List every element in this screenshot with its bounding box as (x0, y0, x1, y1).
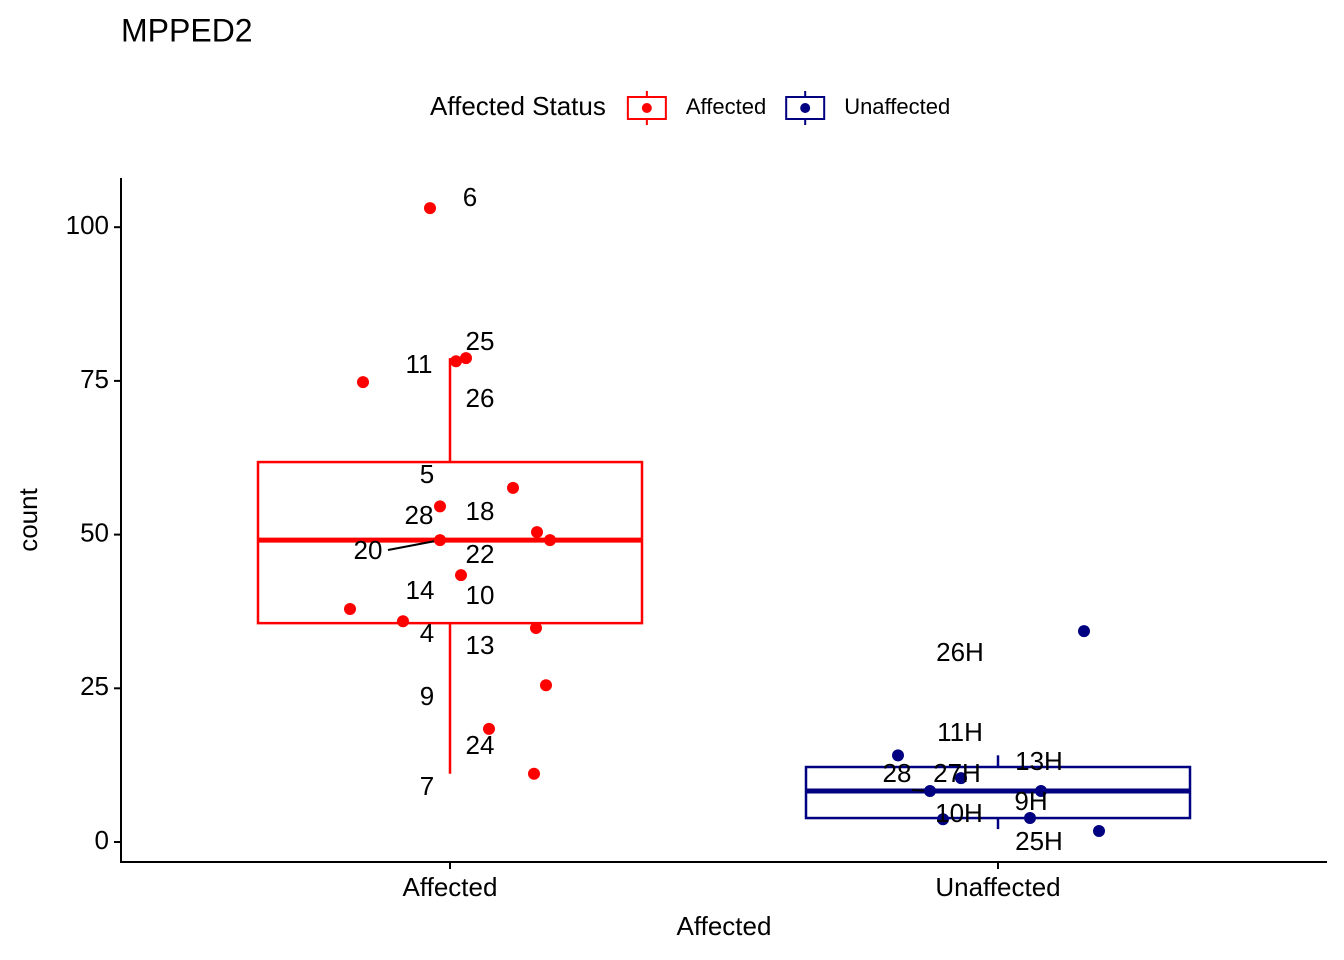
point-label: 10 (466, 580, 495, 610)
point (434, 500, 446, 513)
point-label: 13H (1015, 746, 1063, 776)
point-label: 10H (935, 798, 983, 828)
legend-key-point (800, 103, 811, 113)
point-label: 18 (466, 496, 495, 526)
point-label: 26 (466, 383, 495, 413)
point (424, 202, 436, 215)
point-label: 25 (466, 326, 495, 356)
point (1093, 824, 1105, 837)
point-label: 9 (420, 681, 434, 711)
point (937, 813, 949, 826)
y-tick-label: 25 (80, 671, 109, 701)
point (1078, 625, 1090, 638)
point (450, 355, 462, 368)
legend-key-point (641, 103, 652, 113)
point (434, 534, 446, 547)
point (1024, 812, 1036, 825)
point-label: 13 (466, 630, 495, 660)
point (357, 376, 369, 389)
point (924, 784, 936, 797)
point-label: 5 (420, 459, 434, 489)
legend-label: Affected (686, 94, 766, 119)
point-label: 7 (420, 771, 434, 801)
point (455, 569, 467, 582)
y-tick-label: 100 (66, 210, 109, 240)
y-axis-label: count (13, 487, 43, 551)
point (483, 722, 495, 735)
chart-title: MPPED2 (121, 12, 253, 48)
point (540, 679, 552, 692)
point (1035, 784, 1047, 797)
legend-title: Affected Status (430, 91, 606, 121)
x-tick-label: Affected (403, 872, 498, 902)
point-label: 9H (1014, 786, 1047, 816)
point-label: 28 (883, 758, 912, 788)
point (528, 767, 540, 780)
point (531, 526, 543, 539)
point (892, 749, 904, 762)
point-label: 22 (466, 539, 495, 569)
point-label: 11H (937, 717, 983, 747)
legend-label: Unaffected (844, 94, 950, 119)
point-label: 26H (936, 637, 984, 667)
point-label: 4 (420, 618, 434, 648)
point (544, 534, 556, 547)
point (507, 481, 519, 494)
point (955, 772, 967, 785)
point (460, 352, 472, 365)
point-label: 27H (933, 758, 981, 788)
point-label: 28 (405, 500, 434, 530)
y-tick-label: 75 (80, 364, 109, 394)
point-label: 25H (1015, 826, 1063, 856)
x-axis-label: Affected (677, 911, 772, 941)
point-label: 14 (406, 575, 435, 605)
point-label: 20 (354, 535, 383, 565)
x-tick-label: Unaffected (935, 872, 1060, 902)
y-tick-label: 0 (95, 825, 109, 855)
y-tick-label: 50 (80, 517, 109, 547)
point (344, 602, 356, 615)
label-segment (387, 539, 441, 551)
point-label: 11 (406, 349, 433, 379)
point (530, 622, 542, 635)
point-label: 6 (463, 182, 477, 212)
point (397, 615, 409, 628)
point-label: 24 (466, 730, 495, 760)
